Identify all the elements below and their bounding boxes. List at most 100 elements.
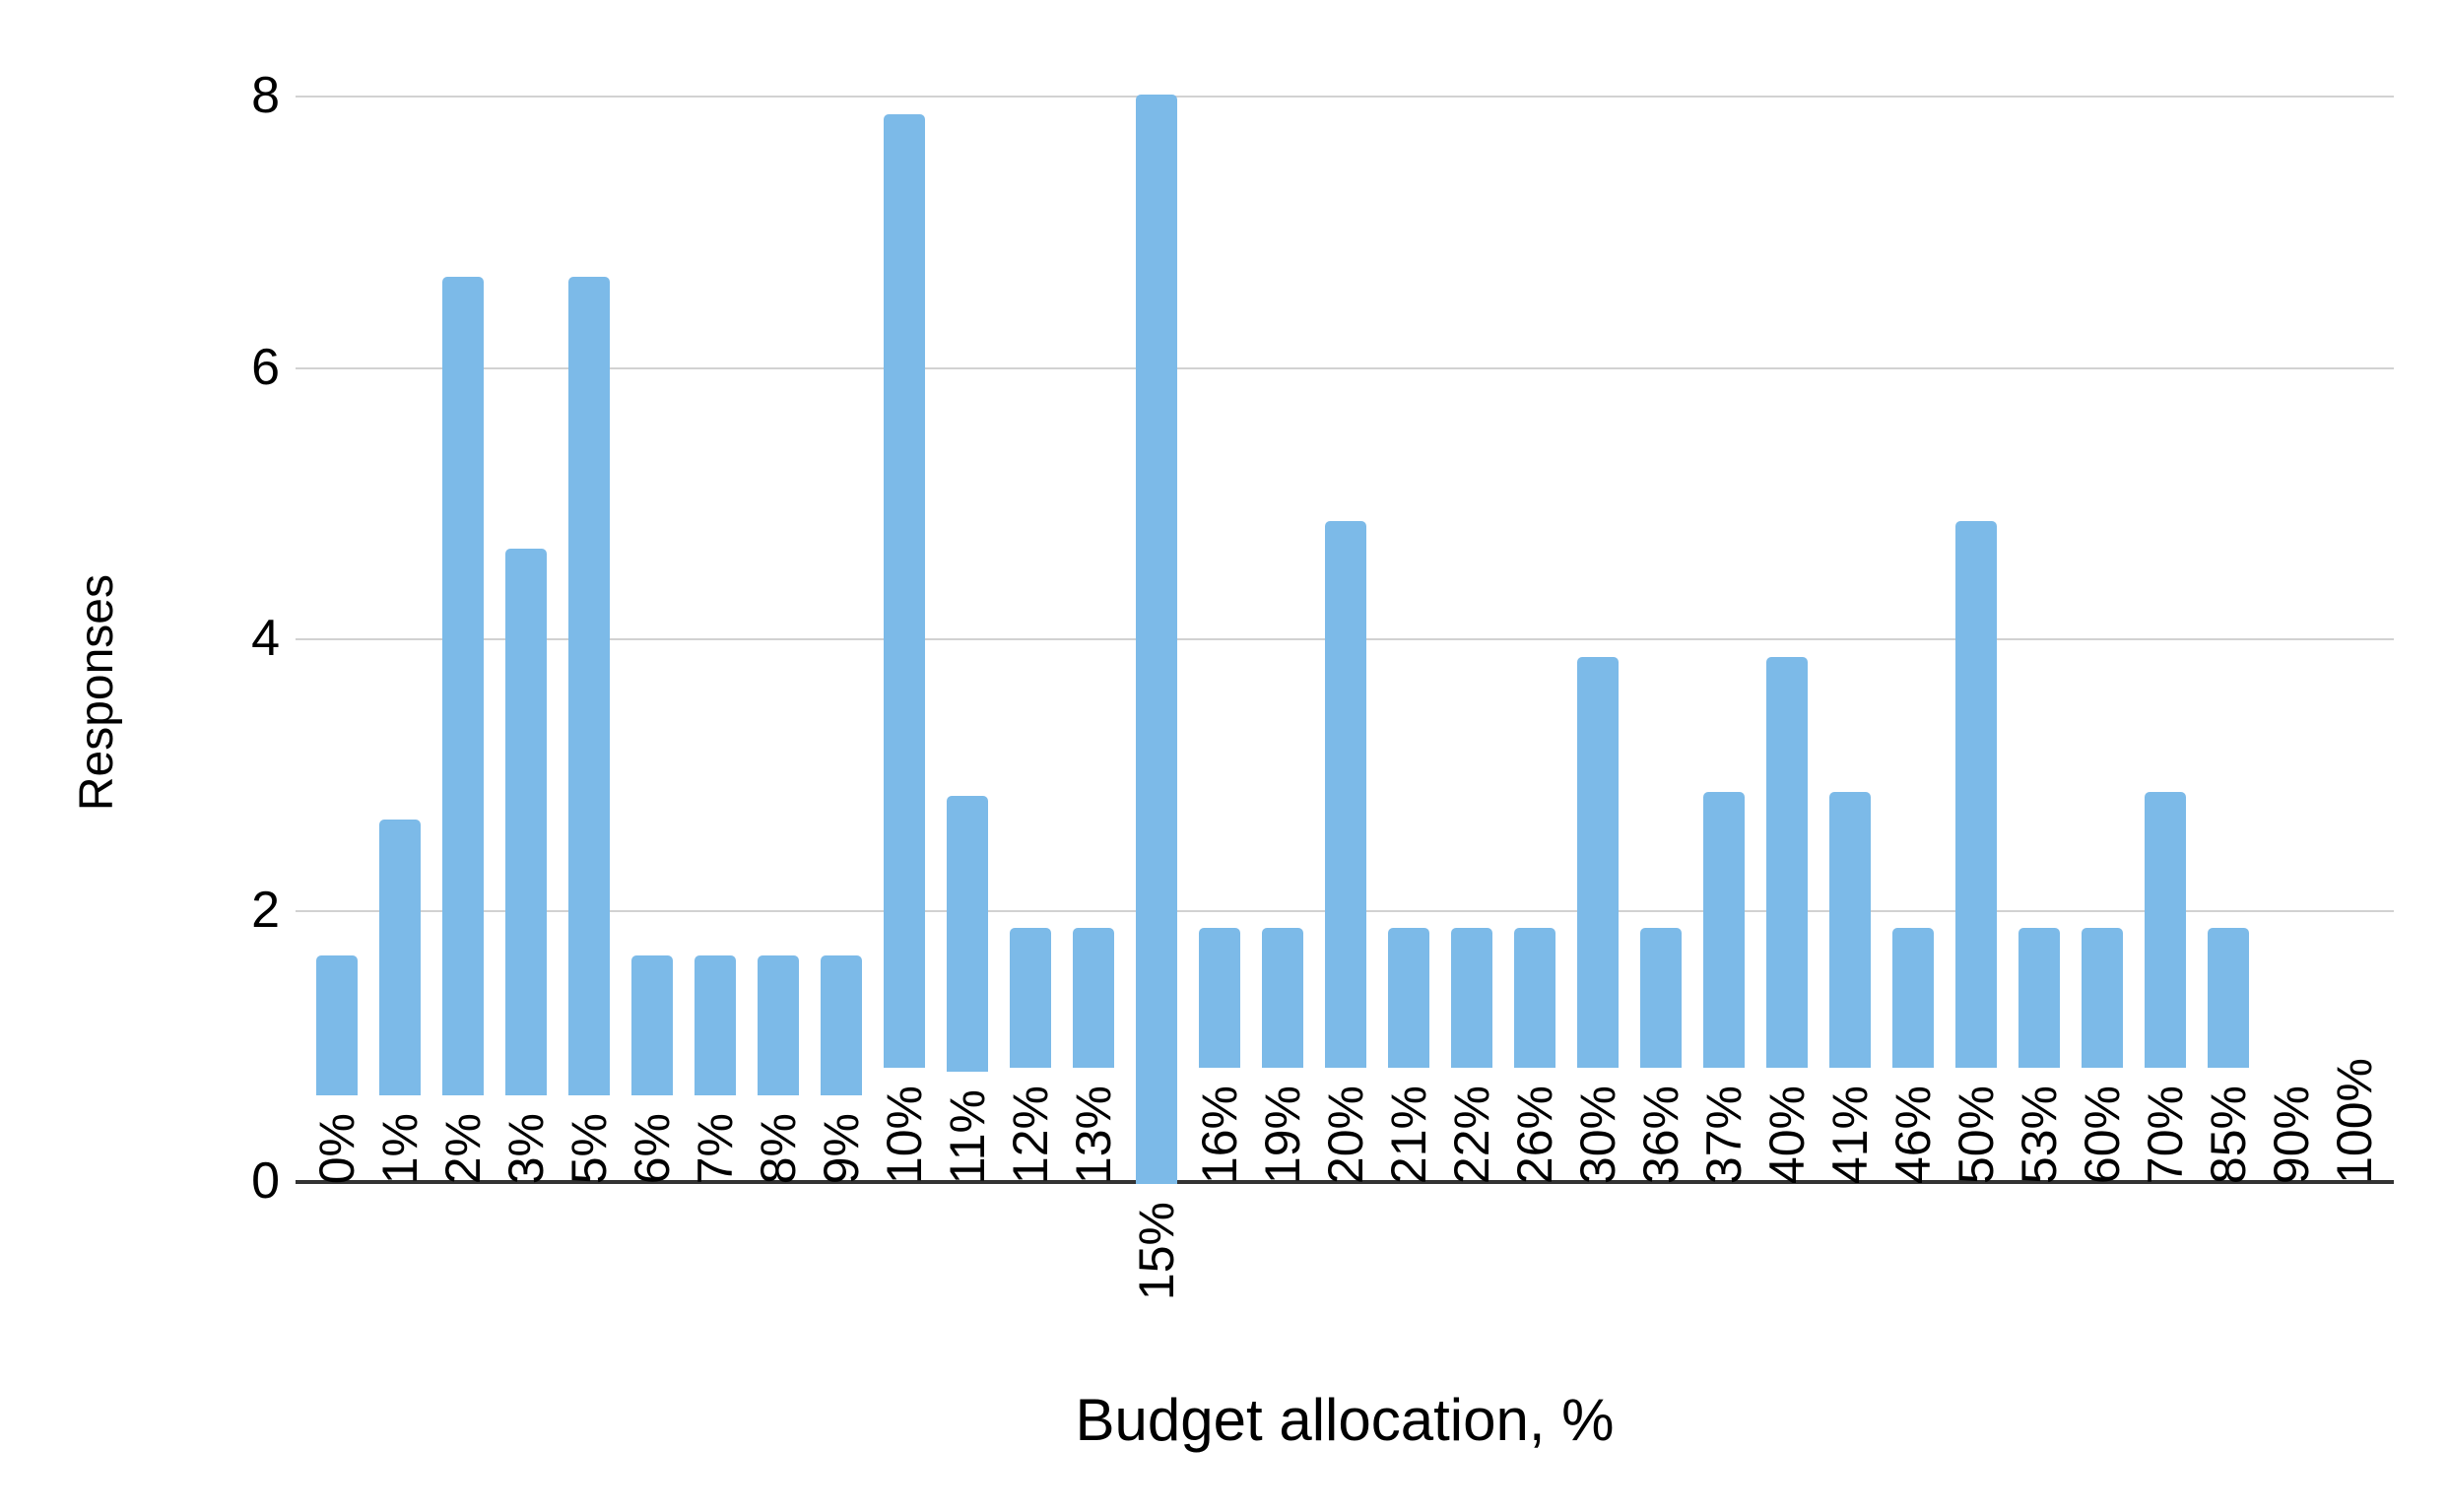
bar-column: 26% [1503,97,1566,1184]
x-tick: 30% [1566,1085,1629,1184]
bar [1451,928,1492,1068]
bar-column: 2% [431,97,495,1184]
bar [1640,928,1682,1068]
x-tick: 19% [1251,1085,1314,1184]
y-axis-title-wrap: Responses [57,97,136,1288]
bar-column: 37% [1692,97,1755,1184]
bar-space [2134,97,2197,1068]
x-tick: 7% [684,1113,747,1184]
bar-column: 21% [1377,97,1440,1184]
bar [1136,95,1177,1184]
x-tick-label: 9% [813,1112,869,1184]
bar-space [621,97,684,1095]
x-tick-label: 36% [1632,1085,1688,1184]
x-tick: 70% [2134,1085,2197,1184]
bar-column: 40% [1755,97,1819,1184]
bar-column: 9% [810,97,873,1184]
bar-space [2071,97,2134,1068]
gridline [296,96,2394,98]
y-tick-label: 2 [251,881,280,939]
x-tick-label: 12% [1002,1085,1058,1184]
x-tick: 60% [2071,1085,2134,1184]
x-tick-label: 20% [1317,1085,1373,1184]
x-tick: 90% [2260,1085,2323,1184]
bar-column: 12% [999,97,1062,1184]
x-tick-label: 21% [1380,1085,1436,1184]
x-tick-label: 10% [876,1085,932,1184]
x-tick: 2% [431,1113,495,1184]
x-tick-label: 7% [687,1112,743,1184]
bar-space [1945,97,2008,1068]
gridline [296,366,2394,369]
bar-space [1062,97,1125,1068]
bar-space [1629,97,1692,1068]
bar-column: 6% [621,97,684,1184]
bar [505,548,547,1095]
bar [316,954,358,1095]
x-tick-label: 40% [1758,1085,1815,1184]
x-tick: 46% [1882,1085,1945,1184]
bar-space [2260,97,2323,1068]
y-tick-label: 0 [251,1152,280,1210]
bar-column: 20% [1314,97,1377,1184]
x-tick: 20% [1314,1085,1377,1184]
bar-column: 11% [936,97,999,1184]
x-tick: 6% [621,1113,684,1184]
bar-column: 0% [305,97,368,1184]
bar-space [431,97,495,1095]
plot-area: 0% 1% 2% 3% 5% 6% 7% 8% 9% 10% 11% 12% 13% 15% 16% 19% 2… [296,95,2394,1300]
x-tick-label: 46% [1885,1085,1941,1184]
bar-space [1882,97,1945,1068]
x-tick-label: 37% [1695,1085,1752,1184]
bar-space [1692,97,1755,1068]
x-tick: 15% [1125,1202,1188,1300]
x-tick-label: 41% [1821,1085,1878,1184]
bar [1325,520,1366,1068]
bar [1388,928,1429,1068]
x-tick: 0% [305,1113,368,1184]
x-tick-label: 22% [1443,1085,1499,1184]
bar-column: 100% [2323,97,2386,1184]
bar-space [2197,97,2260,1068]
x-tick-label: 90% [2263,1085,2319,1184]
bar [1703,792,1745,1068]
bar-space [1440,97,1503,1068]
bar-column: 53% [2008,97,2071,1184]
bar-space [305,97,368,1095]
bar-space [1314,97,1377,1068]
bar-space [1377,97,1440,1068]
bars-and-x-labels: 0% 1% 2% 3% 5% 6% 7% 8% 9% 10% 11% 12% 13% 15% 16% 19% 2… [305,95,2386,1300]
x-tick-label: 50% [1948,1085,2004,1184]
x-tick: 26% [1503,1085,1566,1184]
bar [2145,792,2186,1068]
y-tick-label: 8 [251,67,280,124]
x-tick-label: 2% [434,1112,491,1184]
x-tick: 13% [1062,1085,1125,1184]
bar-space [368,97,431,1095]
bar-column: 7% [684,97,747,1184]
bar-column: 22% [1440,97,1503,1184]
bar-space [873,97,936,1068]
bar-space [1755,97,1819,1068]
x-tick: 22% [1440,1085,1503,1184]
bar-space [1819,97,1882,1068]
bar-space [2323,97,2386,1040]
bar-column: 1% [368,97,431,1184]
x-tick-label: 8% [750,1112,806,1184]
x-tick-label: 13% [1065,1085,1121,1184]
x-tick: 1% [368,1113,431,1184]
bar [2208,928,2249,1068]
bar [568,277,610,1095]
x-tick: 10% [873,1085,936,1184]
bar [442,277,484,1095]
x-tick: 36% [1629,1085,1692,1184]
x-tick: 100% [2323,1058,2386,1184]
bar [1073,928,1114,1068]
bar [821,954,862,1095]
x-tick: 37% [1692,1085,1755,1184]
bar-space [1503,97,1566,1068]
x-tick: 11% [936,1089,999,1184]
bar-space [558,97,621,1095]
x-tick-label: 26% [1506,1085,1562,1184]
